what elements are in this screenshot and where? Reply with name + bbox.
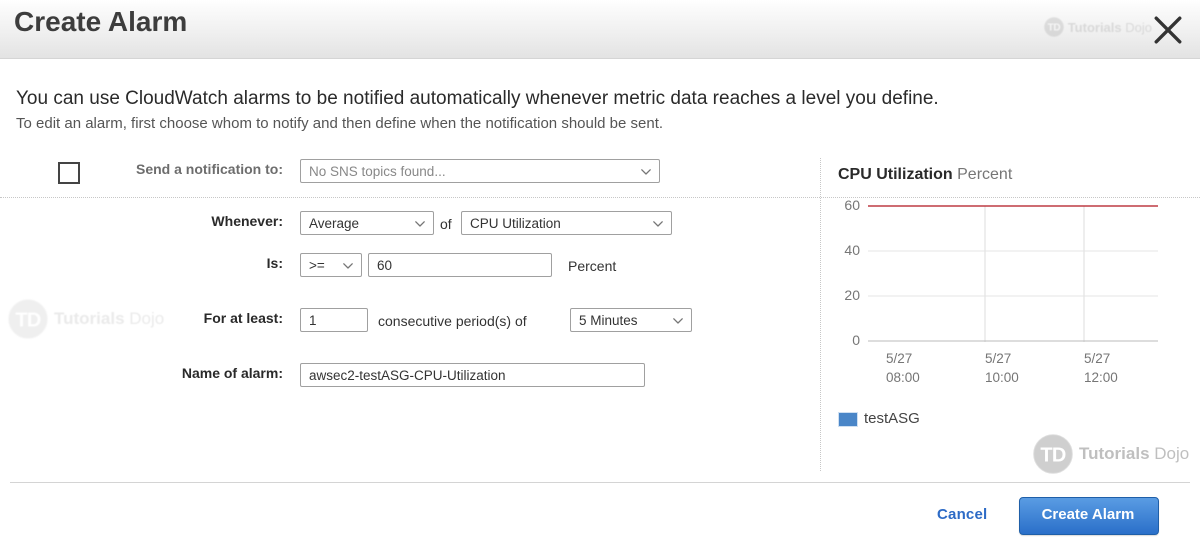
- svg-text:60: 60: [844, 198, 860, 213]
- svg-text:5/27: 5/27: [985, 351, 1011, 366]
- svg-text:08:00: 08:00: [886, 370, 920, 385]
- svg-text:10:00: 10:00: [985, 370, 1019, 385]
- svg-text:20: 20: [844, 287, 860, 303]
- svg-text:40: 40: [844, 242, 860, 258]
- svg-text:5/27: 5/27: [1084, 351, 1110, 366]
- svg-text:5/27: 5/27: [886, 351, 912, 366]
- svg-text:12:00: 12:00: [1084, 370, 1118, 385]
- svg-text:0: 0: [852, 332, 860, 348]
